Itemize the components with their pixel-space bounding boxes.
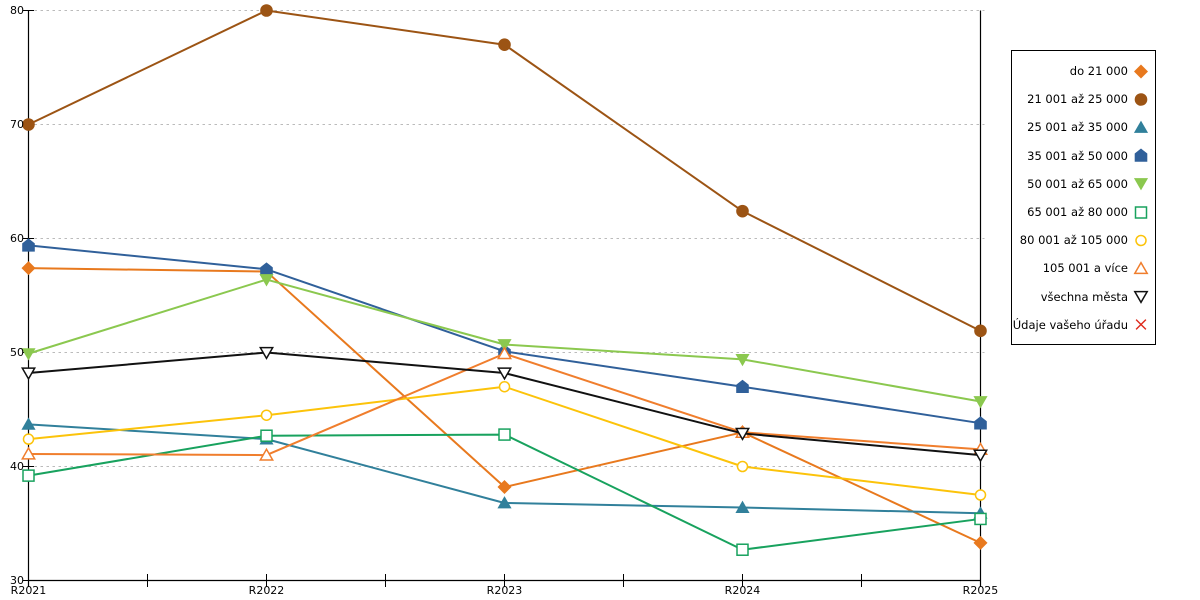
legend-marker-icon — [1135, 234, 1147, 246]
legend-item: 65 001 až 80 000 — [1012, 198, 1155, 226]
y-tick-label: 70 — [10, 118, 24, 131]
legend-item: Údaje vašeho úřadu — [1012, 311, 1155, 339]
legend-item: 80 001 až 105 000 — [1012, 226, 1155, 254]
legend-item: 25 001 až 35 000 — [1012, 113, 1155, 141]
x-tick-label: R2025 — [962, 584, 999, 597]
legend-label: 80 001 až 105 000 — [1019, 233, 1128, 248]
legend-label: 25 001 až 35 000 — [1027, 120, 1128, 135]
legend-item: 35 001 až 50 000 — [1012, 142, 1155, 170]
y-tick-label: 50 — [10, 346, 24, 359]
legend-item: všechna města — [1012, 283, 1155, 311]
legend-item: do 21 000 — [1012, 57, 1155, 85]
legend-item: 50 001 až 65 000 — [1012, 170, 1155, 198]
legend-label: všechna města — [1040, 289, 1128, 304]
legend-marker-icon — [1133, 64, 1149, 79]
legend-marker-icon — [1135, 319, 1147, 331]
legend-marker-icon — [1133, 178, 1149, 191]
y-tick-label: 60 — [10, 232, 24, 245]
legend-label: 65 001 až 80 000 — [1027, 205, 1128, 220]
x-tick-label: R2022 — [248, 584, 285, 597]
legend-label: 105 001 a více — [1042, 261, 1128, 276]
legend-marker-icon — [1133, 290, 1149, 305]
x-tick-label: R2021 — [10, 584, 47, 597]
legend-label: 50 001 až 65 000 — [1027, 176, 1128, 191]
x-tick-label: R2024 — [724, 584, 761, 597]
legend-marker-icon — [1134, 92, 1148, 106]
legend-label: 35 001 až 50 000 — [1027, 148, 1128, 163]
legend-marker-icon — [1134, 148, 1148, 162]
legend-marker-icon — [1133, 120, 1149, 133]
legend-marker-icon — [1134, 205, 1148, 219]
y-tick-label: 40 — [10, 460, 24, 473]
x-tick-label: R2023 — [486, 584, 523, 597]
legend-label: do 21 000 — [1069, 64, 1128, 79]
legend-item: 21 001 až 25 000 — [1012, 85, 1155, 113]
legend: do 21 000 21 001 až 25 000 25 001 až 35 … — [1011, 50, 1156, 345]
legend-item: 105 001 a více — [1012, 254, 1155, 282]
legend-label: 21 001 až 25 000 — [1027, 92, 1128, 107]
legend-marker-icon — [1133, 260, 1149, 275]
legend-label: Údaje vašeho úřadu — [1012, 317, 1128, 332]
y-tick-label: 80 — [10, 4, 24, 17]
y-tick-label: 30 — [10, 574, 24, 587]
